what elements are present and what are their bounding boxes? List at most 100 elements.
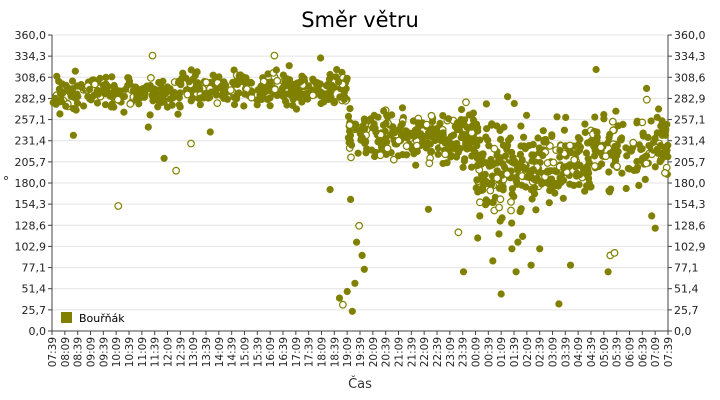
data-point xyxy=(576,135,584,143)
x-tick-label: 23:09 xyxy=(445,337,457,367)
data-point xyxy=(582,149,591,157)
y-tick-label-right: 77,1 xyxy=(674,262,699,275)
data-point xyxy=(612,107,620,115)
legend-label: Bouřňák xyxy=(79,312,125,325)
data-point xyxy=(62,81,70,89)
data-point xyxy=(424,139,432,147)
data-point xyxy=(651,163,659,171)
data-point xyxy=(335,78,343,86)
data-point xyxy=(507,206,515,215)
data-point xyxy=(516,208,524,216)
data-point xyxy=(514,238,522,246)
data-point xyxy=(592,65,600,74)
data-point xyxy=(53,72,61,80)
data-point xyxy=(285,62,293,70)
data-point xyxy=(482,201,490,209)
y-tick-label: 205,7 xyxy=(15,156,47,169)
data-point xyxy=(531,176,539,184)
data-point xyxy=(591,113,599,121)
x-tick-label: 19:39 xyxy=(355,337,367,367)
data-point xyxy=(59,89,67,97)
data-point xyxy=(298,98,306,106)
y-tick-label-right: 25,7 xyxy=(674,304,699,317)
y-tick-label-right: 257,1 xyxy=(674,114,706,127)
data-point xyxy=(548,132,556,140)
data-point xyxy=(555,300,563,308)
data-point xyxy=(644,133,652,141)
x-tick-label: 13:39 xyxy=(201,337,213,367)
data-point xyxy=(156,90,164,98)
data-point xyxy=(635,181,643,189)
x-tick-label: 05:39 xyxy=(612,337,624,367)
x-tick-label: 12:39 xyxy=(175,337,187,367)
data-point xyxy=(297,77,305,85)
data-point xyxy=(398,120,406,128)
data-point xyxy=(374,113,382,121)
data-point xyxy=(661,168,669,177)
data-point xyxy=(191,71,199,80)
data-points xyxy=(49,51,672,315)
data-point xyxy=(584,166,592,174)
y-tick-label-right: 154,3 xyxy=(674,198,706,211)
data-point xyxy=(459,268,468,276)
data-point xyxy=(622,184,630,193)
data-point xyxy=(340,95,348,103)
data-point xyxy=(189,94,197,102)
data-point xyxy=(258,93,266,101)
data-point xyxy=(374,138,382,146)
data-point xyxy=(56,110,64,118)
data-point xyxy=(543,168,551,176)
data-point xyxy=(525,173,533,181)
data-point xyxy=(642,159,651,168)
data-point xyxy=(443,159,451,167)
data-point xyxy=(482,100,491,108)
data-point xyxy=(483,125,491,133)
data-point xyxy=(159,77,167,85)
data-point xyxy=(146,111,154,119)
data-point xyxy=(529,166,537,174)
data-point xyxy=(409,117,418,125)
x-tick-label: 05:09 xyxy=(599,337,611,367)
data-point xyxy=(172,166,181,175)
x-tick-label: 14:39 xyxy=(227,337,239,367)
data-point xyxy=(536,245,544,253)
data-point xyxy=(94,90,102,98)
data-point xyxy=(448,152,456,160)
data-point xyxy=(344,112,353,120)
data-point xyxy=(540,138,548,146)
data-point xyxy=(271,85,279,94)
data-point xyxy=(185,78,193,86)
data-point xyxy=(537,178,546,186)
data-point xyxy=(474,234,482,242)
x-axis-label: Čas xyxy=(348,376,372,392)
x-tick-label: 00:09 xyxy=(471,337,483,367)
x-tick-label: 18:39 xyxy=(329,337,341,367)
y-tick-label-right: 51,4 xyxy=(674,283,699,296)
data-point xyxy=(462,141,470,149)
data-point xyxy=(266,94,274,102)
data-point xyxy=(485,162,493,170)
axes: 0,0 0,0 25,7 25,7 51,4 51,4 77,1 77,1 102,9 102,9… xyxy=(15,29,706,367)
data-point xyxy=(283,81,292,89)
data-point xyxy=(587,139,595,147)
data-point xyxy=(500,123,508,131)
data-point xyxy=(79,102,88,110)
x-tick-label: 04:09 xyxy=(573,337,585,367)
data-point xyxy=(576,143,585,151)
data-point xyxy=(196,85,204,93)
data-point xyxy=(532,206,540,214)
data-point xyxy=(509,154,517,162)
data-point xyxy=(346,104,354,113)
data-point xyxy=(610,248,619,257)
data-point xyxy=(633,119,641,127)
data-point xyxy=(517,122,525,130)
data-point xyxy=(148,51,157,60)
data-point xyxy=(363,145,371,153)
x-tick-label: 07:39 xyxy=(47,337,59,367)
data-point xyxy=(453,126,462,134)
data-point xyxy=(346,127,354,135)
data-point xyxy=(593,128,601,136)
data-point xyxy=(183,90,192,99)
data-point xyxy=(519,133,528,141)
